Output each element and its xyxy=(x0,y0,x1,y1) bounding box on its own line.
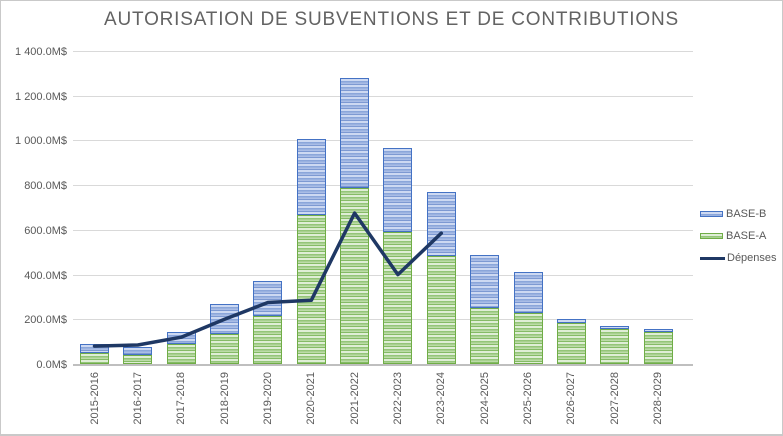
gridline xyxy=(73,140,693,141)
bar-base-a-segment xyxy=(427,256,456,364)
bar-base-a-segment xyxy=(470,308,499,364)
x-axis-label: 2027-2028 xyxy=(609,372,621,425)
legend-label-base-a: BASE-A xyxy=(726,230,767,242)
y-tick-label: 1 000.0M$ xyxy=(15,135,67,147)
bar-base-b-segment xyxy=(470,255,499,308)
bar-base-a-segment xyxy=(514,313,543,364)
bar-base-b-segment xyxy=(383,148,412,232)
bar-base-b-segment xyxy=(210,304,239,334)
bar-base-a-segment xyxy=(644,332,673,364)
x-axis-label: 2019-2020 xyxy=(262,372,274,425)
bar-base-a-segment xyxy=(340,188,369,364)
legend: BASE-B BASE-A Dépenses xyxy=(700,203,777,269)
bar-base-b-segment xyxy=(340,78,369,188)
y-tick-label: 400.0M$ xyxy=(24,270,67,282)
x-axis-label: 2017-2018 xyxy=(175,372,187,425)
x-axis-line xyxy=(73,364,693,366)
x-axis-label: 2018-2019 xyxy=(219,372,231,425)
y-tick-label: 200.0M$ xyxy=(24,314,67,326)
bar-base-b-segment xyxy=(600,326,629,329)
bar-base-b-segment xyxy=(167,332,196,344)
legend-label-base-b: BASE-B xyxy=(726,208,767,220)
bar-base-a-segment xyxy=(253,316,282,364)
bar-base-a-segment xyxy=(297,215,326,364)
legend-item-base-b: BASE-B xyxy=(700,203,777,225)
y-tick-label: 1 200.0M$ xyxy=(15,91,67,103)
chart-title: AUTORISATION DE SUBVENTIONS ET DE CONTRI… xyxy=(104,9,679,30)
x-axis-label: 2016-2017 xyxy=(132,372,144,425)
bar-base-b-segment xyxy=(514,272,543,313)
x-axis-label: 2021-2022 xyxy=(349,372,361,425)
bar-base-b-segment xyxy=(557,319,586,323)
bar-base-b-segment xyxy=(80,344,109,353)
bar-base-a-segment xyxy=(557,323,586,364)
bar-base-a-segment xyxy=(80,353,109,364)
legend-item-base-a: BASE-A xyxy=(700,225,777,247)
bar-base-a-segment xyxy=(210,334,239,364)
x-axis-label: 2028-2029 xyxy=(652,372,664,425)
bar-base-b-segment xyxy=(253,281,282,316)
x-axis-label: 2024-2025 xyxy=(479,372,491,425)
bar-base-a-segment xyxy=(123,355,152,364)
bar-base-b-segment xyxy=(123,347,152,355)
bar-base-a-segment xyxy=(383,232,412,364)
y-tick-label: 800.0M$ xyxy=(24,180,67,192)
x-axis-label: 2026-2027 xyxy=(565,372,577,425)
depenses-line-swatch-icon xyxy=(700,256,725,260)
bar-base-a-segment xyxy=(600,329,629,364)
legend-label-depenses: Dépenses xyxy=(727,252,777,264)
bar-base-b-segment xyxy=(297,139,326,215)
bar-base-a-segment xyxy=(167,344,196,364)
y-tick-label: 0.0M$ xyxy=(36,359,67,371)
base-a-swatch-icon xyxy=(700,233,723,239)
gridline xyxy=(73,51,693,52)
x-axis-label: 2015-2016 xyxy=(89,372,101,425)
gridline xyxy=(73,96,693,97)
base-b-swatch-icon xyxy=(700,211,723,217)
x-axis-label: 2025-2026 xyxy=(522,372,534,425)
legend-item-depenses: Dépenses xyxy=(700,247,777,269)
bar-base-b-segment xyxy=(427,192,456,256)
x-axis-label: 2020-2021 xyxy=(305,372,317,425)
y-tick-label: 1 400.0M$ xyxy=(15,46,67,58)
bar-base-b-segment xyxy=(644,329,673,332)
x-axis-label: 2022-2023 xyxy=(392,372,404,425)
y-tick-label: 600.0M$ xyxy=(24,225,67,237)
x-axis-label: 2023-2024 xyxy=(435,372,447,425)
